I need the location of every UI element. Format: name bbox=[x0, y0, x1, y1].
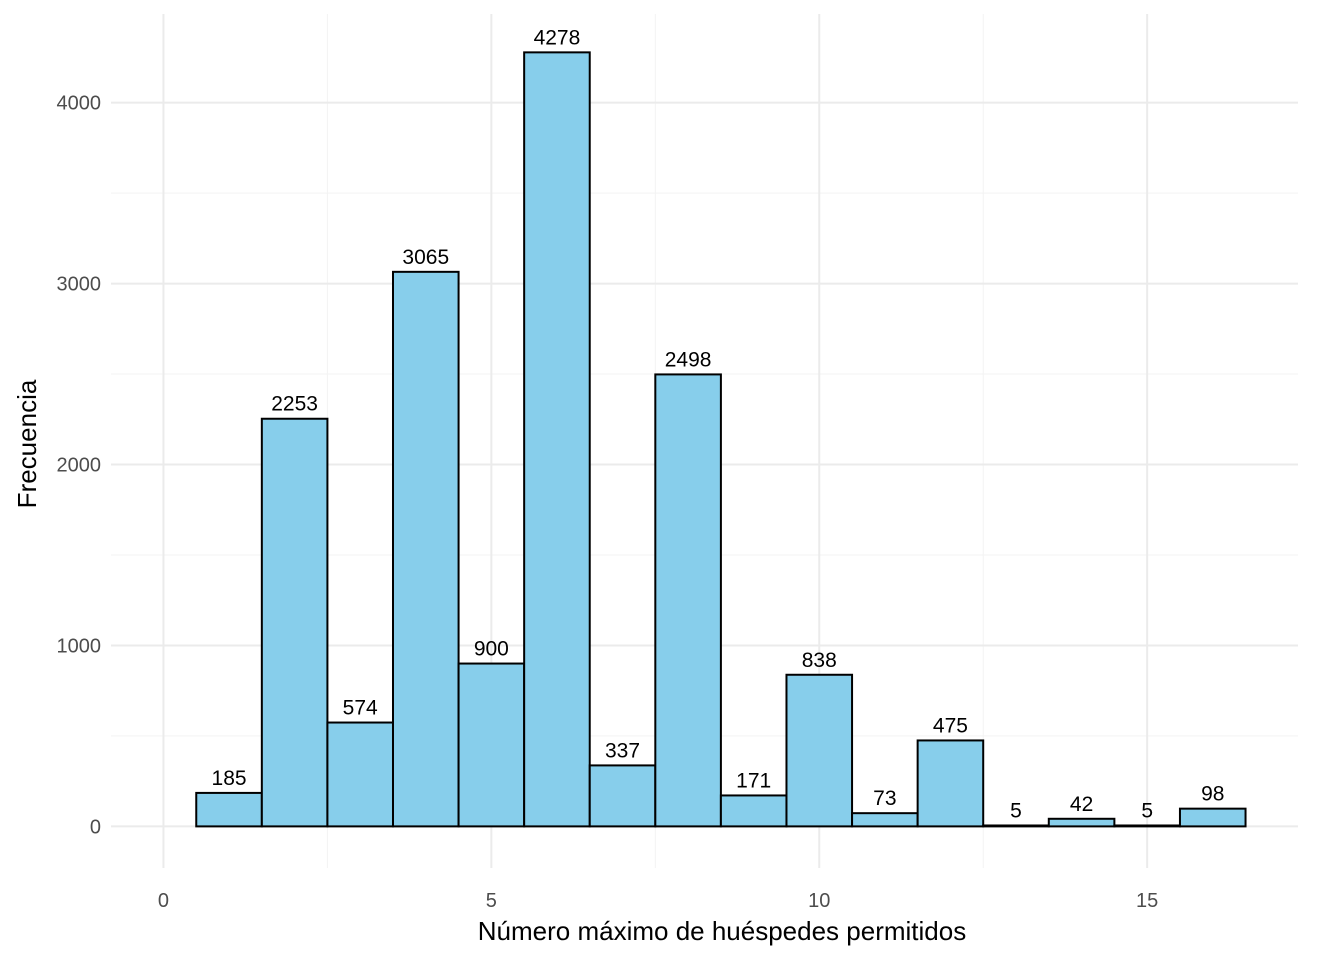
bar-value-label: 838 bbox=[802, 649, 837, 672]
y-tick-label: 0 bbox=[90, 816, 101, 838]
histogram-bar bbox=[1047, 817, 1116, 828]
y-tick-label: 4000 bbox=[57, 93, 102, 115]
y-axis-title: Frecuencia bbox=[12, 379, 42, 508]
bar-value-label: 900 bbox=[474, 638, 509, 661]
bar-value-labels: 185 2253 574 3065 900 4278 337 2498 171 838 73 475 5… bbox=[212, 26, 1225, 822]
histogram-bar bbox=[457, 662, 526, 828]
bar-value-label: 42 bbox=[1070, 793, 1093, 816]
bar-value-label: 5 bbox=[1010, 799, 1022, 822]
bar-value-label: 475 bbox=[933, 714, 968, 737]
bar-value-label: 3065 bbox=[402, 246, 449, 269]
bar-value-label: 185 bbox=[212, 767, 247, 790]
bar-value-label: 5 bbox=[1141, 799, 1153, 822]
histogram-bar bbox=[785, 673, 854, 828]
x-tick-label: 15 bbox=[1136, 890, 1158, 912]
bar-value-label: 2498 bbox=[665, 348, 712, 371]
bar-value-label: 98 bbox=[1201, 783, 1224, 806]
histogram-bar bbox=[588, 764, 657, 828]
y-tick-label: 3000 bbox=[57, 274, 102, 296]
histogram-bar bbox=[1178, 807, 1247, 828]
histogram-bar bbox=[260, 417, 329, 828]
histogram-bar bbox=[1113, 824, 1181, 828]
bar-value-label: 337 bbox=[605, 739, 640, 762]
histogram-bar bbox=[851, 812, 919, 828]
bar-value-label: 574 bbox=[343, 697, 378, 720]
y-axis-tick-labels: 0 1000 2000 3000 4000 bbox=[57, 93, 102, 839]
x-tick-label: 10 bbox=[808, 890, 830, 912]
y-tick-label: 2000 bbox=[57, 455, 102, 477]
bar-value-label: 171 bbox=[736, 769, 771, 792]
histogram-bar bbox=[916, 739, 985, 828]
histogram-bar bbox=[523, 51, 591, 828]
x-axis-title: Número máximo de huéspedes permitidos bbox=[478, 916, 966, 946]
histogram-bars bbox=[195, 51, 1247, 828]
bar-value-label: 2253 bbox=[271, 393, 318, 416]
bar-value-label: 73 bbox=[873, 787, 896, 810]
histogram-bar bbox=[654, 373, 722, 828]
histogram-bar bbox=[391, 270, 460, 828]
y-tick-label: 1000 bbox=[57, 635, 102, 657]
x-axis-tick-labels: 0 5 10 15 bbox=[158, 890, 1158, 912]
x-tick-label: 0 bbox=[158, 890, 169, 912]
bar-value-label: 4278 bbox=[534, 26, 581, 49]
histogram-bar bbox=[719, 794, 788, 828]
x-tick-label: 5 bbox=[486, 890, 497, 912]
histogram-bar bbox=[195, 791, 263, 828]
histogram-bar bbox=[326, 721, 394, 828]
histogram-bar bbox=[982, 824, 1050, 828]
